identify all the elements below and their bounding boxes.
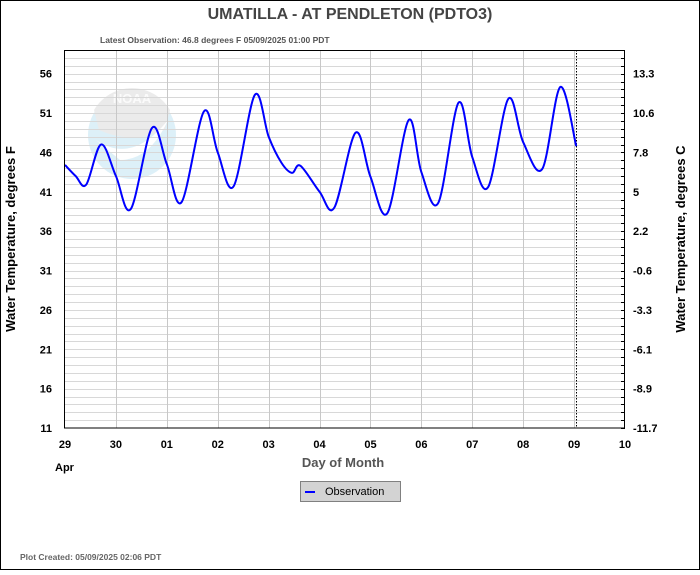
x-tick-label: 03 xyxy=(263,439,275,451)
y-right-tick-label: -6.1 xyxy=(633,344,652,356)
x-axis: 29 30 01 02 03 04 05 06 07 08 09 10 xyxy=(59,439,631,451)
noaa-logo-text: NOAA xyxy=(113,91,152,106)
y-right-tick-label: -8.9 xyxy=(633,384,652,396)
y-right-tick-label: 13.3 xyxy=(633,69,654,81)
y-right-tick-label: 10.6 xyxy=(633,108,654,120)
y-tick-label: 26 xyxy=(40,305,52,317)
series-observation-line xyxy=(64,86,578,216)
y-tick-label: 11 xyxy=(40,423,52,435)
y-axis-right: 13.3 10.6 7.8 5 2.2 -0.6 -3.3 -6.1 -8.9 -11.7 xyxy=(621,50,657,435)
x-tick-label: 02 xyxy=(212,439,224,451)
x-tick-label: 09 xyxy=(568,439,580,451)
y-right-tick-label: -3.3 xyxy=(633,305,652,317)
x-tick-label: 10 xyxy=(619,439,631,451)
y-right-tick-label: 7.8 xyxy=(633,147,648,159)
x-month-label: Apr xyxy=(55,462,75,474)
x-axis-label: Day of Month xyxy=(302,455,384,470)
y-tick-label: 46 xyxy=(40,147,52,159)
x-tick-label: 01 xyxy=(161,439,173,451)
y-right-tick-label: 2.2 xyxy=(633,226,648,238)
y-tick-label: 51 xyxy=(40,108,52,120)
y-tick-label: 41 xyxy=(40,187,52,199)
x-tick-label: 08 xyxy=(517,439,529,451)
plot-created: Plot Created: 05/09/2025 02:06 PDT xyxy=(20,552,162,562)
y-tick-label: 21 xyxy=(40,344,52,356)
x-tick-label: 29 xyxy=(59,439,71,451)
legend-label-observation: Observation xyxy=(325,486,384,498)
y-tick-label: 16 xyxy=(40,384,52,396)
y-axis-label-right: Water Temperature, degrees C xyxy=(673,145,688,333)
legend: Observation xyxy=(300,481,401,502)
x-tick-label: 30 xyxy=(110,439,122,451)
latest-observation: Latest Observation: 46.8 degrees F 05/09… xyxy=(100,35,330,45)
x-tick-label: 04 xyxy=(313,439,326,451)
y-tick-label: 56 xyxy=(40,69,52,81)
x-tick-label: 07 xyxy=(466,439,478,451)
y-axis-left: 56 51 46 41 36 31 26 21 16 11 xyxy=(40,69,52,435)
y-axis-label-left: Water Temperature, degrees F xyxy=(3,146,18,332)
y-tick-label: 31 xyxy=(40,266,52,278)
y-right-tick-label: -0.6 xyxy=(633,266,652,278)
y-right-tick-label: 5 xyxy=(633,187,639,199)
grid xyxy=(65,50,625,428)
x-tick-label: 05 xyxy=(364,439,376,451)
x-tick-label: 06 xyxy=(415,439,427,451)
y-right-tick-label: -11.7 xyxy=(633,423,657,435)
y-tick-label: 36 xyxy=(40,226,52,238)
chart-title: UMATILLA - AT PENDLETON (PDTO3) xyxy=(208,6,493,23)
